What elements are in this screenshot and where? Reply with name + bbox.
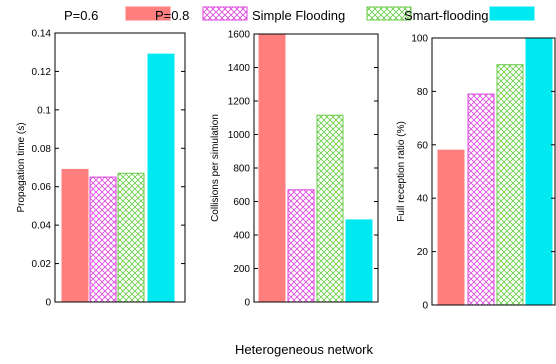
- bar: [437, 149, 465, 306]
- y-tick-label: 0.14: [32, 29, 52, 40]
- bar: [89, 176, 117, 303]
- bar: [147, 53, 175, 303]
- bar: [287, 189, 315, 303]
- bar: [117, 172, 145, 303]
- x-axis-label: Heterogeneous network: [235, 342, 374, 357]
- y-axis-label: Propagation time (s): [16, 122, 27, 212]
- legend-label: Simple Flooding: [252, 8, 345, 23]
- legend-label: P=0.8: [155, 8, 189, 23]
- chart-panels: 0 0.02 0.04 0.06 0.08 0.1 0.12 0.14 Propagation …: [16, 29, 556, 312]
- legend-swatch: [125, 6, 171, 21]
- y-tick-label: 0: [422, 301, 428, 312]
- y-tick-label: 0.02: [32, 259, 52, 270]
- bar: [345, 219, 373, 303]
- legend-label: P=0.6: [64, 8, 98, 23]
- y-tick-label: 80: [417, 87, 429, 98]
- legend-swatch: [489, 6, 535, 21]
- y-tick-label: 20: [417, 247, 429, 258]
- y-tick-label: 100: [411, 34, 428, 45]
- y-tick-label: 1000: [228, 130, 251, 141]
- y-tick-label: 200: [233, 264, 250, 275]
- bar: [258, 33, 286, 303]
- y-tick-label: 1600: [228, 30, 251, 41]
- bar: [467, 93, 495, 306]
- legend: P=0.6 P=0.8 Simple Flooding Smart-flooding: [64, 6, 535, 23]
- bar: [496, 64, 524, 306]
- y-tick-label: 0: [45, 298, 51, 309]
- y-tick-label: 0.06: [32, 182, 52, 193]
- legend-label: Smart-flooding: [404, 8, 489, 23]
- chart-panel-1: 0 0.02 0.04 0.06 0.08 0.1 0.12 0.14 Propagation …: [16, 29, 186, 309]
- y-tick-label: 0.04: [32, 221, 52, 232]
- y-tick-label: 400: [233, 231, 250, 242]
- chart-panel-2: 0 200 400 600 800 1000 1200 1400 1600 Collisions …: [210, 30, 379, 309]
- y-tick-label: 0.1: [37, 105, 51, 116]
- y-tick-label: 0.08: [32, 144, 52, 155]
- plot-frame: [54, 32, 186, 303]
- bar: [316, 114, 344, 303]
- y-tick-label: 0.12: [32, 67, 52, 78]
- y-tick-label: 600: [233, 197, 250, 208]
- y-axis-label: Full reception ratio (%): [396, 121, 407, 222]
- y-tick-label: 1400: [228, 63, 251, 74]
- legend-swatch: [202, 6, 248, 21]
- y-tick-label: 0: [244, 298, 250, 309]
- y-tick-label: 40: [417, 194, 429, 205]
- y-axis-label: Collisions per simulation: [210, 114, 221, 222]
- y-tick-label: 800: [233, 164, 250, 175]
- bar: [525, 37, 553, 306]
- bar: [61, 168, 89, 303]
- legend-swatch: [366, 6, 412, 21]
- chart-panel-3: 0 20 40 60 80 100 Full reception ratio (%): [396, 34, 556, 312]
- y-tick-label: 1200: [228, 97, 251, 108]
- plot-frame: [431, 37, 556, 306]
- y-tick-label: 60: [417, 140, 429, 151]
